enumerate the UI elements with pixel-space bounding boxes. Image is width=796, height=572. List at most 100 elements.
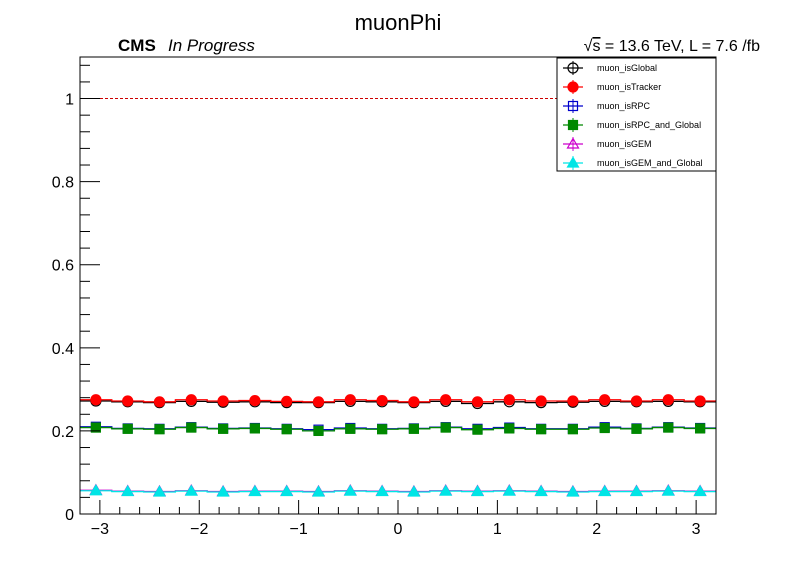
data-point: [472, 424, 483, 435]
legend-entry: muon_isGlobal: [563, 61, 657, 75]
legend-entry: muon_isRPC_and_Global: [563, 118, 701, 132]
legend-label: muon_isRPC_and_Global: [597, 120, 701, 130]
data-point: [408, 423, 419, 434]
legend-marker: [566, 156, 580, 168]
x-axis: −3 −2 −1 0 1 2 3: [79, 500, 717, 538]
data-point: [248, 484, 262, 497]
data-point: [439, 484, 453, 496]
lumi-s: s: [592, 38, 600, 55]
data-point: [662, 394, 674, 406]
data-point: [249, 394, 261, 407]
legend-entry: muon_isRPC: [563, 99, 651, 113]
data-point: [313, 425, 324, 437]
data-point: [122, 423, 133, 434]
data-point: [249, 423, 260, 434]
data-point: [408, 396, 420, 408]
y-tick-label: 1: [65, 92, 74, 109]
series-muon-isGEM-and-Global: [80, 484, 716, 497]
data-point: [89, 484, 103, 496]
data-point: [216, 485, 230, 497]
chart-title: muonPhi: [355, 10, 442, 35]
data-point: [599, 394, 611, 406]
data-point: [599, 422, 610, 434]
legend-box: [556, 57, 717, 172]
y-tick-label: 0.2: [52, 424, 74, 441]
data-point: [663, 422, 674, 433]
data-point: [503, 394, 515, 406]
legend-marker: [567, 62, 579, 74]
data-point: [566, 485, 580, 497]
x-tick-label: 2: [592, 521, 601, 538]
data-point: [535, 395, 547, 407]
status-label: In Progress: [168, 36, 255, 55]
legend-label: muon_isGlobal: [597, 63, 657, 73]
x-tick-label: 1: [493, 521, 502, 538]
data-point: [345, 423, 356, 434]
data-point: [217, 395, 229, 407]
data-point: [377, 424, 388, 435]
data-point: [567, 395, 579, 407]
series-muon-isTracker: [80, 394, 716, 408]
data-point: [186, 422, 197, 433]
data-point: [470, 484, 485, 497]
y-tick-label: 0.6: [52, 258, 74, 275]
data-point: [154, 424, 165, 435]
lumi-sqrt-symbol: √: [584, 38, 593, 55]
cms-label: CMS: [118, 36, 156, 55]
legend-label: muon_isGEM: [597, 139, 652, 149]
data-point: [184, 484, 198, 496]
data-point: [375, 484, 389, 497]
data-point: [122, 395, 134, 407]
series-layer: [80, 394, 716, 497]
legend-label: muon_isGEM_and_Global: [597, 158, 703, 168]
data-point: [185, 394, 197, 406]
data-point: [693, 484, 707, 497]
legend-label: muon_isTracker: [597, 82, 661, 92]
legend-marker: [567, 81, 579, 93]
series-muon-isRPC-and-Global: [80, 422, 716, 437]
data-point: [502, 484, 516, 496]
data-point: [152, 485, 167, 497]
data-point: [694, 423, 706, 434]
data-point: [661, 484, 675, 496]
data-point: [376, 394, 388, 407]
series-step-line: [80, 399, 716, 403]
data-point: [598, 484, 612, 497]
x-tick-label: −1: [290, 521, 308, 538]
y-tick-label: 0.8: [52, 175, 74, 192]
data-point: [280, 484, 294, 497]
data-point: [343, 484, 357, 496]
data-point: [281, 424, 292, 435]
data-point: [631, 423, 642, 434]
data-point: [218, 423, 229, 434]
series-step-line: [80, 490, 716, 493]
lumi-energy-luminosity: = 13.6 TeV, L = 7.6 /fb: [600, 38, 760, 55]
data-point: [630, 395, 643, 407]
data-point: [629, 484, 644, 497]
data-point: [504, 423, 515, 434]
legend-marker: [567, 100, 579, 112]
data-point: [281, 395, 293, 408]
legend-marker: [567, 119, 579, 131]
x-tick-label: −3: [91, 521, 109, 538]
legend: muon_isGlobal muon_isTracker muon_isRPCmuo…: [556, 57, 717, 172]
data-point: [567, 424, 579, 435]
legend-marker: [566, 137, 580, 149]
legend-entry: muon_isGEM_and_Global: [563, 156, 703, 170]
data-point: [440, 422, 451, 433]
x-tick-label: −2: [190, 521, 208, 538]
data-point: [90, 394, 102, 406]
y-tick-label: 0.4: [52, 341, 74, 358]
data-point: [471, 396, 484, 408]
data-point: [694, 395, 706, 407]
data-point: [407, 485, 421, 497]
data-point: [534, 484, 548, 497]
data-point: [312, 396, 325, 408]
y-axis: 0 0.2 0.4 0.6 0.8 1: [52, 64, 100, 524]
data-point: [311, 485, 326, 497]
legend-entry: muon_isTracker: [563, 80, 661, 94]
data-point: [90, 422, 102, 433]
x-tick-label: 0: [394, 521, 403, 538]
data-point: [535, 424, 547, 435]
